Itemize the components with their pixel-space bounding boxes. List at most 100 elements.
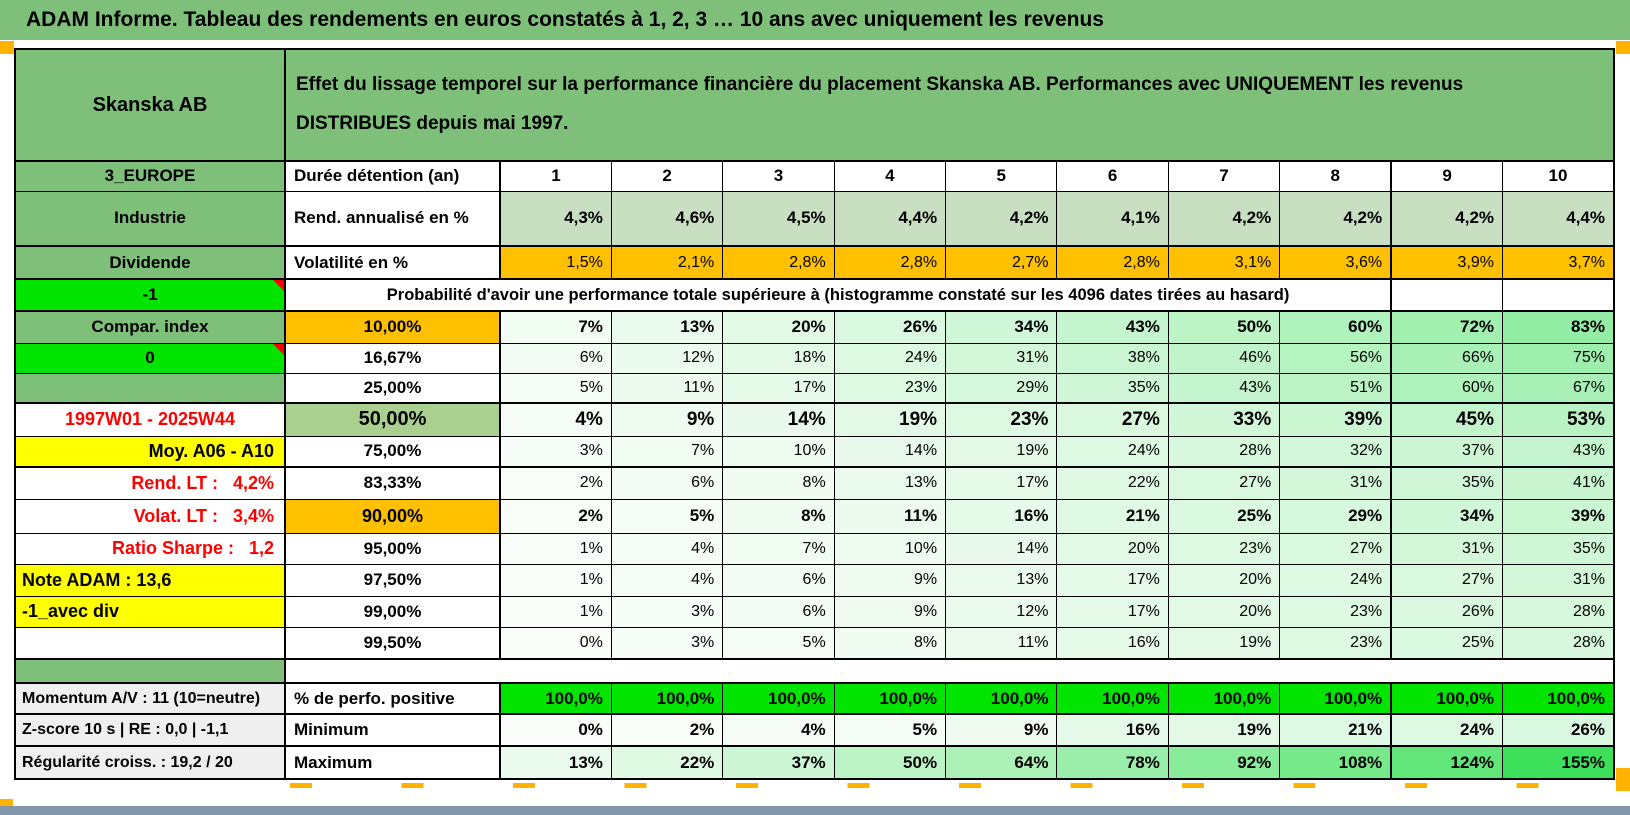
cell-asset-name[interactable]: Skanska AB	[14, 48, 286, 162]
cell-q90-y9[interactable]: 34%	[1390, 498, 1504, 534]
cell-zscore[interactable]: Z-score 10 s | RE : 0,0 | -1,1	[14, 713, 286, 747]
cell-cols-y3[interactable]: 3	[722, 160, 835, 192]
cell-perfo-y2[interactable]: 100,0%	[610, 682, 724, 715]
cell-q10-y6[interactable]: 43%	[1056, 310, 1169, 344]
cell-q99-y4[interactable]: 9%	[833, 595, 947, 628]
cell-q90-y6[interactable]: 21%	[1056, 498, 1169, 534]
cell-q10-y3[interactable]: 20%	[722, 310, 835, 344]
cell-q95-y10[interactable]: 35%	[1502, 532, 1615, 565]
cell-compar-index[interactable]: Compar. index	[14, 310, 286, 344]
cell-cols-y10[interactable]: 10	[1502, 160, 1615, 192]
cell-q75-y5[interactable]: 19%	[945, 435, 1058, 468]
cell-q90-y3[interactable]: 8%	[722, 498, 835, 534]
cell-cols-y5[interactable]: 5	[945, 160, 1058, 192]
cell-q25-y1[interactable]: 5%	[499, 372, 612, 404]
cell-flag-zero[interactable]: 0	[14, 342, 286, 374]
cell-label-minimum[interactable]: Minimum	[284, 713, 501, 747]
cell-perfo-y10[interactable]: 100,0%	[1502, 682, 1615, 715]
cell-maximum-y5[interactable]: 64%	[945, 745, 1058, 780]
cell-volat-y4[interactable]: 2,8%	[833, 245, 947, 280]
cell-q995-y10[interactable]: 28%	[1502, 626, 1615, 660]
cell-q95-y8[interactable]: 27%	[1279, 532, 1392, 565]
cell-q25-y4[interactable]: 23%	[833, 372, 947, 404]
cell-label-q95[interactable]: 95,00%	[284, 532, 501, 565]
cell-dividende[interactable]: Dividende	[14, 245, 286, 280]
cell-zone[interactable]: 3_EUROPE	[14, 160, 286, 192]
cell-label-q83[interactable]: 83,33%	[284, 466, 501, 500]
cell-minimum-y2[interactable]: 2%	[610, 713, 724, 747]
cell-q995-y2[interactable]: 3%	[610, 626, 724, 660]
cell-q83-y9[interactable]: 35%	[1390, 466, 1504, 500]
cell-q16-y9[interactable]: 66%	[1390, 342, 1504, 374]
cell-volat-y8[interactable]: 3,6%	[1279, 245, 1392, 280]
cell-q97-y3[interactable]: 6%	[722, 563, 835, 597]
cell-minimum-y7[interactable]: 19%	[1167, 713, 1281, 747]
cell-rend-y4[interactable]: 4,4%	[833, 190, 947, 247]
cell-q50-y8[interactable]: 39%	[1279, 402, 1392, 437]
cell-q25-y8[interactable]: 51%	[1279, 372, 1392, 404]
cell-minimum-y5[interactable]: 9%	[945, 713, 1058, 747]
cell-q90-y4[interactable]: 11%	[833, 498, 947, 534]
cell-q25-y5[interactable]: 29%	[945, 372, 1058, 404]
cell-q83-y7[interactable]: 27%	[1167, 466, 1281, 500]
cell-q90-y10[interactable]: 39%	[1502, 498, 1615, 534]
cell-q25-y2[interactable]: 11%	[610, 372, 724, 404]
cell-q97-y6[interactable]: 17%	[1056, 563, 1169, 597]
cell-left-blank-1[interactable]	[14, 372, 286, 404]
cell-q50-y9[interactable]: 45%	[1390, 402, 1504, 437]
cell-avec-div[interactable]: -1_avec div	[14, 595, 286, 628]
cell-q50-y7[interactable]: 33%	[1167, 402, 1281, 437]
cell-q90-y5[interactable]: 16%	[945, 498, 1058, 534]
cell-q25-y10[interactable]: 67%	[1502, 372, 1615, 404]
cell-sharpe[interactable]: Ratio Sharpe : 1,2	[14, 532, 286, 565]
cell-rend-y9[interactable]: 4,2%	[1390, 190, 1504, 247]
cell-rend-y10[interactable]: 4,4%	[1502, 190, 1615, 247]
cell-note-adam[interactable]: Note ADAM : 13,6	[14, 563, 286, 597]
cell-minimum-y8[interactable]: 21%	[1279, 713, 1392, 747]
cell-q99-y5[interactable]: 12%	[945, 595, 1058, 628]
cell-q99-y9[interactable]: 26%	[1390, 595, 1504, 628]
cell-volat-y9[interactable]: 3,9%	[1390, 245, 1504, 280]
cell-rend-y3[interactable]: 4,5%	[722, 190, 835, 247]
cell-q995-y1[interactable]: 0%	[499, 626, 612, 660]
cell-q10-y5[interactable]: 34%	[945, 310, 1058, 344]
cell-cols-y8[interactable]: 8	[1279, 160, 1392, 192]
cell-volat-y6[interactable]: 2,8%	[1056, 245, 1169, 280]
cell-q97-y1[interactable]: 1%	[499, 563, 612, 597]
cell-q16-y5[interactable]: 31%	[945, 342, 1058, 374]
cell-proba-empty-10[interactable]	[1502, 278, 1615, 312]
cell-maximum-y6[interactable]: 78%	[1056, 745, 1169, 780]
cell-q83-y4[interactable]: 13%	[833, 466, 947, 500]
cell-label-duree[interactable]: Durée détention (an)	[284, 160, 501, 192]
cell-q97-y9[interactable]: 27%	[1390, 563, 1504, 597]
cell-q16-y10[interactable]: 75%	[1502, 342, 1615, 374]
cell-q97-y5[interactable]: 13%	[945, 563, 1058, 597]
cell-q95-y3[interactable]: 7%	[722, 532, 835, 565]
cell-q83-y1[interactable]: 2%	[499, 466, 612, 500]
cell-q10-y1[interactable]: 7%	[499, 310, 612, 344]
cell-cols-y1[interactable]: 1	[499, 160, 612, 192]
cell-q97-y8[interactable]: 24%	[1279, 563, 1392, 597]
cell-q10-y9[interactable]: 72%	[1390, 310, 1504, 344]
cell-sector[interactable]: Industrie	[14, 190, 286, 247]
cell-q995-y5[interactable]: 11%	[945, 626, 1058, 660]
cell-proba-empty-9[interactable]	[1390, 278, 1504, 312]
cell-rend-lt[interactable]: Rend. LT : 4,2%	[14, 466, 286, 500]
cell-q99-y8[interactable]: 23%	[1279, 595, 1392, 628]
cell-q99-y1[interactable]: 1%	[499, 595, 612, 628]
cell-q50-y2[interactable]: 9%	[610, 402, 724, 437]
cell-q95-y7[interactable]: 23%	[1167, 532, 1281, 565]
cell-cols-y6[interactable]: 6	[1056, 160, 1169, 192]
cell-q50-y3[interactable]: 14%	[722, 402, 835, 437]
cell-q995-y7[interactable]: 19%	[1167, 626, 1281, 660]
cell-q75-y8[interactable]: 32%	[1279, 435, 1392, 468]
cell-cols-y2[interactable]: 2	[610, 160, 724, 192]
cell-q90-y7[interactable]: 25%	[1167, 498, 1281, 534]
cell-perfo-y3[interactable]: 100,0%	[722, 682, 835, 715]
cell-q16-y6[interactable]: 38%	[1056, 342, 1169, 374]
cell-minimum-y9[interactable]: 24%	[1390, 713, 1504, 747]
cell-volat-y2[interactable]: 2,1%	[610, 245, 724, 280]
cell-q99-y7[interactable]: 20%	[1167, 595, 1281, 628]
cell-q83-y2[interactable]: 6%	[610, 466, 724, 500]
cell-label-q99[interactable]: 99,00%	[284, 595, 501, 628]
